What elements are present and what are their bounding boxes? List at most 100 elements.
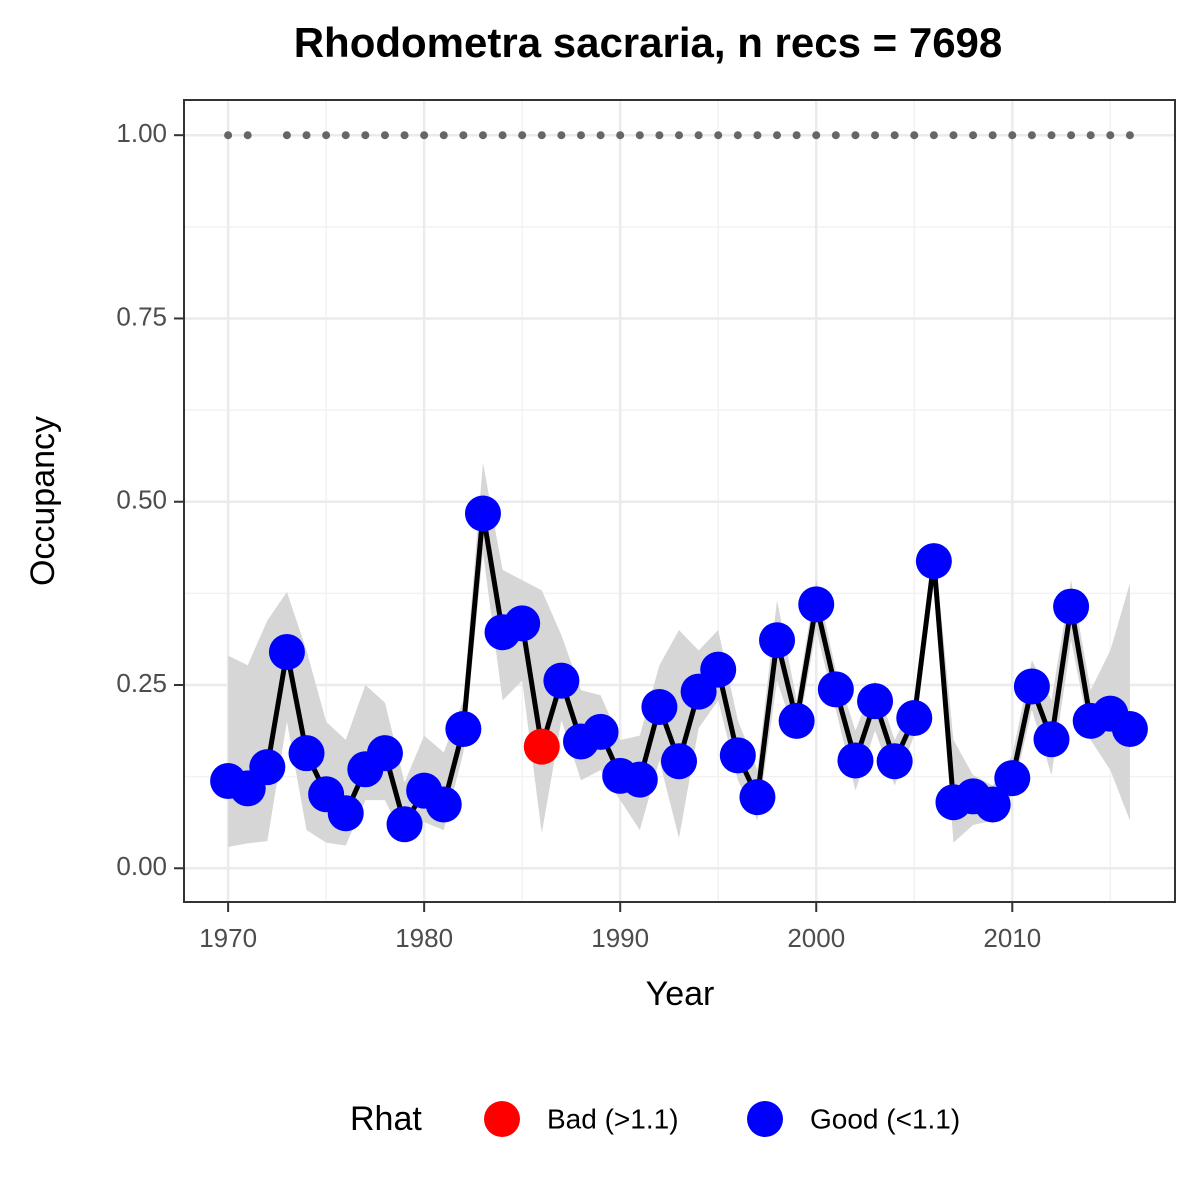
point [896, 699, 933, 736]
point [661, 743, 698, 780]
top-dot [518, 131, 527, 140]
top-dot [773, 131, 782, 140]
top-dot [910, 131, 919, 140]
top-dot [498, 131, 507, 140]
top-dot [871, 131, 880, 140]
top-dot [537, 131, 546, 140]
top-dot [831, 131, 840, 140]
top-dot [420, 131, 429, 140]
x-axis-title: Year [646, 975, 715, 1013]
top-dot [400, 131, 409, 140]
point [445, 710, 482, 747]
point [798, 586, 835, 623]
top-dot [1067, 131, 1076, 140]
top-dot [753, 131, 762, 140]
y-tick-label: 1.00 [116, 118, 167, 148]
top-dot [969, 131, 978, 140]
plot-border [183, 99, 1176, 903]
legend-label: Bad (>1.1) [547, 1103, 679, 1134]
y-axis-title: Occupancy [24, 416, 62, 586]
point [994, 760, 1031, 797]
point [700, 651, 737, 688]
point [464, 495, 501, 532]
top-dot [851, 131, 860, 140]
point [817, 671, 854, 708]
top-dot [1106, 131, 1115, 140]
top-dot [557, 131, 566, 140]
point [288, 735, 325, 772]
y-tick-label: 0.00 [116, 851, 167, 881]
x-tick-label: 1980 [395, 923, 453, 953]
point [876, 743, 913, 780]
legend-label: Good (<1.1) [810, 1103, 960, 1134]
point [1053, 588, 1090, 625]
point [249, 749, 286, 786]
x-tick-label: 2010 [983, 923, 1041, 953]
top-dot [714, 131, 723, 140]
point [641, 688, 678, 725]
top-dot [733, 131, 742, 140]
point [386, 806, 423, 843]
point [1033, 721, 1070, 758]
top-dot [243, 131, 252, 140]
top-dot [576, 131, 585, 140]
top-dot [459, 131, 468, 140]
point [837, 742, 874, 779]
point [327, 795, 364, 832]
legend-key [747, 1101, 783, 1137]
top-dot [1125, 131, 1134, 140]
point [425, 786, 462, 823]
top-dot [655, 131, 664, 140]
top-dot [1027, 131, 1036, 140]
point [719, 737, 756, 774]
point [915, 543, 952, 580]
x-tick-label: 1970 [199, 923, 257, 953]
point [523, 728, 560, 765]
top-dot [596, 131, 605, 140]
point [366, 735, 403, 772]
point [1013, 668, 1050, 705]
top-dot [282, 131, 291, 140]
top-dot [439, 131, 448, 140]
point [543, 662, 580, 699]
top-dot [1086, 131, 1095, 140]
top-dot [949, 131, 958, 140]
point [268, 634, 305, 671]
y-tick-label: 0.25 [116, 668, 167, 698]
top-dot [1008, 131, 1017, 140]
point [974, 786, 1011, 823]
top-dot [988, 131, 997, 140]
x-tick-label: 1990 [591, 923, 649, 953]
top-dot [675, 131, 684, 140]
point [621, 761, 658, 798]
point [778, 702, 815, 739]
y-tick-label: 0.75 [116, 301, 167, 331]
top-dot [812, 131, 821, 140]
legend-title: Rhat [350, 1100, 422, 1138]
point [504, 605, 541, 642]
top-dot [616, 131, 625, 140]
top-dot [478, 131, 487, 140]
top-dot [380, 131, 389, 140]
top-dot [322, 131, 331, 140]
legend-key [484, 1101, 520, 1137]
top-dot [224, 131, 233, 140]
top-dot [341, 131, 350, 140]
point [739, 779, 776, 816]
point [857, 683, 894, 720]
top-dot [792, 131, 801, 140]
top-dot [635, 131, 644, 140]
y-tick-label: 0.50 [116, 485, 167, 515]
top-dot [890, 131, 899, 140]
top-dot [694, 131, 703, 140]
top-dot [929, 131, 938, 140]
chart-title: Rhodometra sacraria, n recs = 7698 [294, 19, 1003, 66]
top-dot [361, 131, 370, 140]
top-dot [302, 131, 311, 140]
point [582, 713, 619, 750]
top-dot [1047, 131, 1056, 140]
x-tick-label: 2000 [787, 923, 845, 953]
point [759, 622, 796, 659]
